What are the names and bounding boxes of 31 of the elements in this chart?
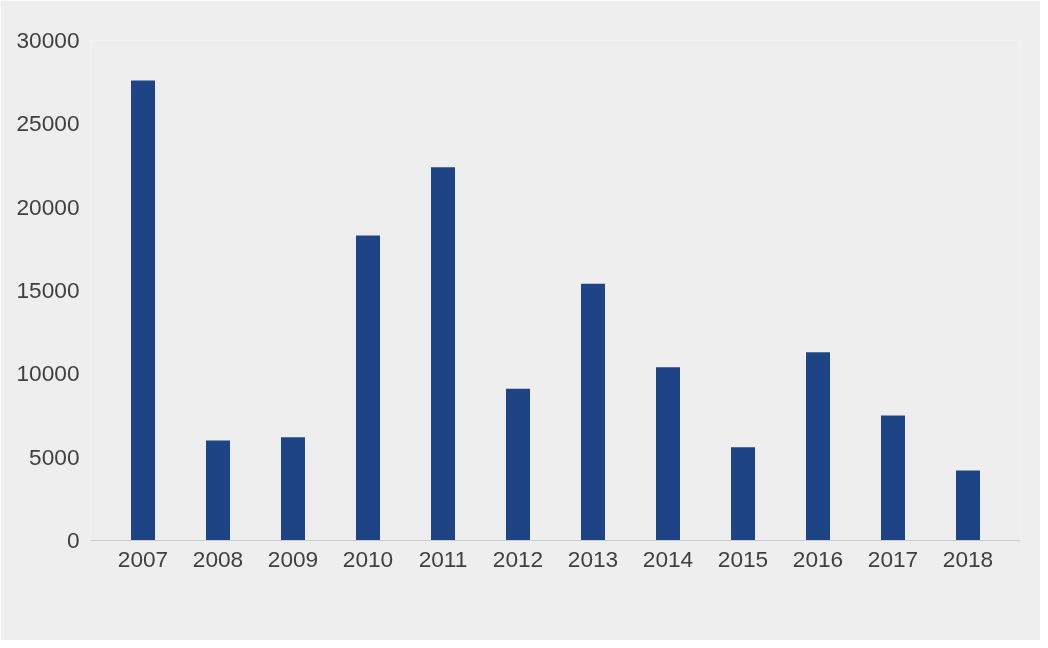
x-tick-label: 2009 bbox=[267, 545, 319, 572]
bar bbox=[956, 470, 980, 541]
x-tick-label: 2013 bbox=[567, 545, 619, 572]
x-tick-label: 2008 bbox=[192, 545, 244, 572]
x-tick-label: 2011 bbox=[418, 545, 468, 572]
x-tick-label: 2007 bbox=[117, 545, 169, 572]
bar bbox=[881, 415, 905, 541]
x-tick-label: 2012 bbox=[492, 545, 544, 572]
y-tick-label: 10000 bbox=[16, 360, 80, 387]
y-tick-label: 15000 bbox=[16, 277, 80, 303]
x-tick-label: 2017 bbox=[867, 545, 919, 572]
y-tick-label: 30000 bbox=[16, 27, 80, 53]
bar bbox=[806, 352, 830, 541]
bar bbox=[656, 367, 680, 541]
y-tick-label: 25000 bbox=[16, 110, 80, 137]
bar bbox=[131, 80, 155, 541]
bar bbox=[431, 167, 455, 541]
bar bbox=[281, 437, 305, 541]
y-tick-label: 5000 bbox=[29, 443, 80, 470]
x-tick-label: 2014 bbox=[642, 545, 694, 572]
x-tick-label: 2015 bbox=[717, 545, 769, 572]
y-tick-label: 20000 bbox=[16, 193, 80, 220]
bar bbox=[731, 447, 755, 541]
bar bbox=[506, 388, 530, 541]
y-tick-label: 0 bbox=[66, 527, 80, 553]
bar bbox=[356, 235, 380, 541]
x-tick-label: 2016 bbox=[792, 545, 844, 572]
bar bbox=[581, 283, 605, 541]
x-tick-label: 2010 bbox=[342, 545, 394, 572]
x-tick-label: 2018 bbox=[942, 545, 994, 572]
bar bbox=[206, 440, 230, 541]
